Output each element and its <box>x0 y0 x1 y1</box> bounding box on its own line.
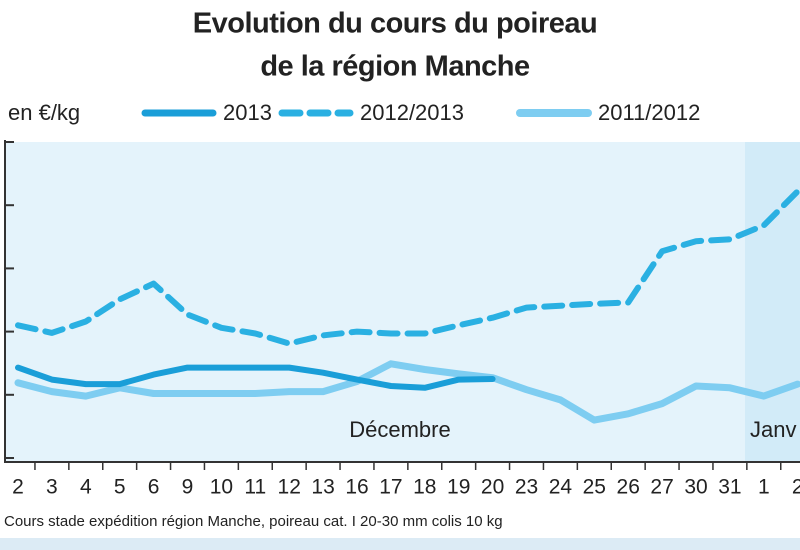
x-tick-label: 30 <box>684 476 707 499</box>
x-tick-label: 31 <box>718 476 741 499</box>
x-tick-label: 5 <box>114 476 126 499</box>
x-tick-label: 19 <box>447 476 470 499</box>
x-tick-label: 10 <box>210 476 233 499</box>
annotation: Janv <box>750 417 796 442</box>
x-tick-label: 1 <box>758 476 770 499</box>
legend-label: 2012/2013 <box>360 100 464 125</box>
x-tick-label: 12 <box>278 476 301 499</box>
plot-background <box>5 142 800 462</box>
x-tick-label: 6 <box>148 476 160 499</box>
x-tick-label: 11 <box>244 476 266 499</box>
legend-label: 2013 <box>223 100 272 125</box>
x-tick-label: 2 <box>792 476 800 499</box>
footnote: Cours stade expédition région Manche, po… <box>4 513 503 530</box>
chart-title: Evolution du cours du poireau <box>193 8 597 40</box>
january-band <box>745 142 800 462</box>
series-line <box>15 364 496 391</box>
x-tick-label: 16 <box>345 476 368 499</box>
bottom-strip <box>0 538 800 550</box>
x-tick-label: 27 <box>650 476 673 499</box>
x-tick-label: 2 <box>12 476 24 499</box>
chart-title: de la région Manche <box>260 51 530 83</box>
x-tick-label: 3 <box>46 476 58 499</box>
x-tick-label: 24 <box>549 476 573 499</box>
x-tick-label: 18 <box>413 476 436 499</box>
x-tick-label: 13 <box>311 476 334 499</box>
legend-label: 2011/2012 <box>598 100 700 125</box>
x-tick-label: 4 <box>80 476 92 499</box>
series-line <box>15 188 800 347</box>
x-tick-label: 26 <box>617 476 640 499</box>
x-tick-label: 9 <box>182 476 194 499</box>
y-axis-label: en €/kg <box>8 100 80 125</box>
x-tick-label: 25 <box>583 476 606 499</box>
series-line <box>14 360 800 424</box>
x-tick-label: 23 <box>515 476 538 499</box>
x-tick-label: 20 <box>481 476 504 499</box>
annotation: Décembre <box>349 417 450 442</box>
x-tick-label: 17 <box>379 476 402 499</box>
